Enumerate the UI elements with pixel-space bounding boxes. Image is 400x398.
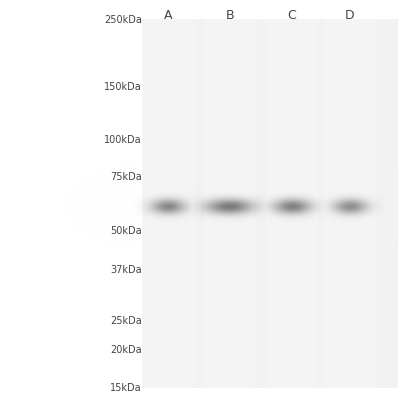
Text: 25kDa: 25kDa (110, 316, 142, 326)
Bar (142, 20, 194, 388)
Text: 15kDa: 15kDa (110, 383, 142, 393)
Text: 150kDa: 150kDa (104, 82, 142, 92)
Bar (266, 20, 318, 388)
Bar (146, 20, 398, 388)
Text: A: A (164, 10, 172, 22)
Text: 37kDa: 37kDa (110, 265, 142, 275)
Text: 75kDa: 75kDa (110, 172, 142, 182)
Bar (324, 20, 376, 388)
Text: C: C (288, 10, 296, 22)
Text: 250kDa: 250kDa (104, 15, 142, 25)
Text: 20kDa: 20kDa (110, 345, 142, 355)
Text: D: D (345, 10, 355, 22)
Text: 100kDa: 100kDa (104, 135, 142, 145)
Text: 50kDa: 50kDa (110, 226, 142, 236)
Text: B: B (226, 10, 234, 22)
Bar (204, 20, 256, 388)
